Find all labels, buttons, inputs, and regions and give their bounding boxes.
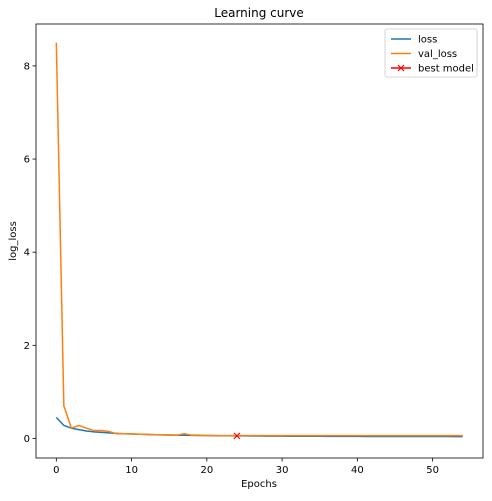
y-tick-label-1: 2 — [24, 341, 30, 352]
series-best-model-marker-0-b — [233, 432, 241, 440]
x-axis-label: Epochs — [241, 479, 277, 490]
x-tick-label-0: 0 — [53, 465, 59, 476]
x-tick-label-3: 30 — [276, 465, 289, 476]
x-tick-label-2: 20 — [200, 465, 213, 476]
x-tick-label-1: 10 — [125, 465, 138, 476]
legend-marker-best-model-b — [397, 64, 405, 72]
legend-label-best-model: best model — [418, 64, 474, 75]
legend-label-loss: loss — [418, 35, 437, 46]
y-axis-label: log_loss — [8, 221, 19, 261]
legend-box — [384, 28, 478, 78]
legend-label-val_loss: val_loss — [418, 49, 457, 60]
series-val_loss-line — [55, 42, 463, 437]
chart-title: Learning curve — [214, 6, 304, 20]
x-tick-label-5: 50 — [426, 465, 439, 476]
plot-frame — [35, 23, 484, 459]
y-tick-label-2: 4 — [24, 248, 30, 259]
y-tick-label-0: 0 — [24, 434, 30, 445]
y-tick-label-3: 6 — [24, 155, 30, 166]
y-tick-label-4: 8 — [24, 61, 30, 72]
x-tick-label-4: 40 — [351, 465, 364, 476]
